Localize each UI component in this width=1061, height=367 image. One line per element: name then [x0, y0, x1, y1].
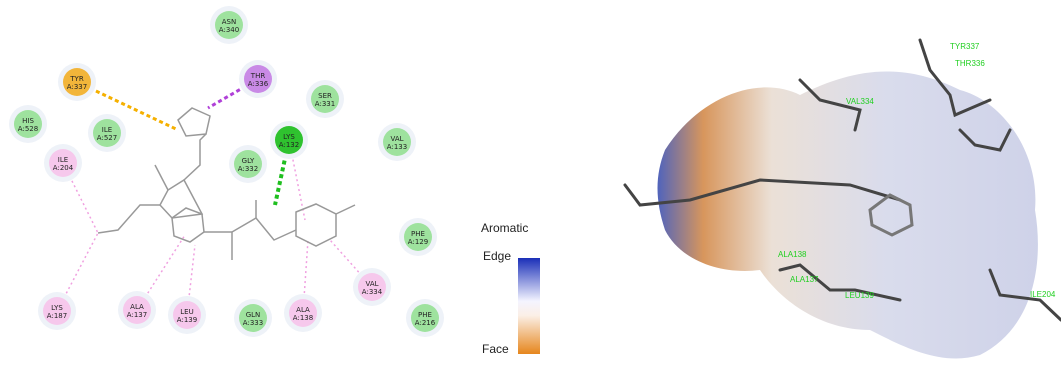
residue-chain: A:129 — [408, 238, 428, 246]
residue-chain: A:216 — [415, 319, 436, 327]
residue-chain: A:187 — [47, 312, 67, 320]
residue-chain: A:137 — [127, 311, 147, 319]
residue-name: PHE — [418, 311, 432, 319]
surface-label: ILE204 — [1030, 290, 1056, 299]
residue-name: GLN — [246, 311, 261, 319]
residue-name: ALA — [130, 303, 144, 311]
residue-name: ASN — [222, 18, 236, 26]
residue-chain: A:138 — [293, 314, 313, 322]
residue-name: LYS — [283, 133, 295, 141]
surface-label: THR336 — [955, 59, 985, 68]
residue-chain: A:332 — [238, 165, 258, 173]
residue-chain: A:340 — [219, 26, 239, 34]
residue-name: GLY — [242, 157, 255, 165]
residue-name: LYS — [51, 304, 63, 312]
residue-name: TYR — [69, 75, 84, 83]
legend-gradient — [518, 258, 540, 354]
legend-title: Aromatic — [481, 221, 528, 235]
residue-chain: A:527 — [97, 134, 117, 142]
residue-chain: A:334 — [362, 288, 383, 296]
residue-chain: A:133 — [387, 143, 407, 151]
ligand — [98, 108, 355, 260]
figure: Aromatic Edge Face ASNA:340TYRA:337THRA:… — [0, 0, 1061, 367]
surface-view — [625, 40, 1061, 358]
residue-name: ALA — [296, 306, 310, 314]
residue-chain: A:331 — [315, 100, 335, 108]
residue-name: SER — [318, 92, 332, 100]
residue-chain: A:528 — [18, 125, 38, 133]
surface-label: ALA138 — [778, 250, 807, 259]
residue-chain: A:337 — [67, 83, 87, 91]
residue-name: LEU — [180, 308, 193, 316]
surface-label: ALA137 — [790, 275, 819, 284]
residue-chain: A:204 — [53, 164, 74, 172]
surface-label: LEU139 — [845, 291, 874, 300]
residue-name: ILE — [102, 126, 112, 134]
residue-name: THR — [250, 72, 266, 80]
residue-name: PHE — [411, 230, 425, 238]
residue-chain: A:333 — [243, 319, 263, 327]
surface-label: TYR337 — [950, 42, 980, 51]
residue-name: ILE — [58, 156, 68, 164]
residue-name: VAL — [365, 280, 378, 288]
residue-chain: A:336 — [248, 80, 269, 88]
legend-top: Edge — [483, 249, 511, 263]
surface-label: VAL334 — [846, 97, 874, 106]
alkyl-interactions — [57, 140, 372, 315]
residue-name: VAL — [390, 135, 403, 143]
residue-chain: A:132 — [279, 141, 299, 149]
legend-bottom: Face — [482, 342, 509, 356]
residue-name: HIS — [22, 117, 34, 125]
residue-chain: A:139 — [177, 316, 197, 324]
